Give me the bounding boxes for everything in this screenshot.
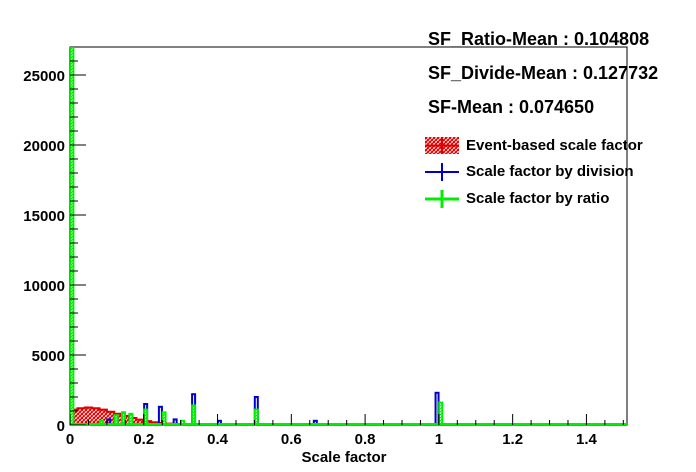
x-tick-label-1: 0.2	[133, 431, 154, 448]
y-tick-label-0: 0	[57, 418, 65, 435]
bar-event-based-5	[106, 411, 115, 425]
y-tick-label-3: 15000	[23, 208, 65, 225]
x-tick-label-3: 0.6	[281, 431, 302, 448]
x-tick-label-5: 1	[435, 431, 443, 448]
stat-ratio-mean: SF_Ratio-Mean : 0.104808	[428, 29, 650, 49]
x-tick-label-0: 0	[66, 431, 74, 448]
x-axis-label: Scale factor	[301, 449, 386, 466]
bar-event-based-2	[84, 407, 93, 425]
bar-event-based-4	[99, 409, 107, 425]
y-tick-label-1: 5000	[32, 348, 65, 365]
stat-sf-mean: SF-Mean : 0.074650	[428, 97, 595, 117]
bar-event-based-9	[136, 419, 144, 425]
bar-ratio-0	[70, 47, 75, 425]
x-tick-label-2: 0.4	[207, 431, 229, 448]
bar-ratio-9	[253, 408, 259, 425]
x-tick-label-6: 1.2	[502, 431, 523, 448]
plot-frame	[69, 46, 628, 426]
legend-label-event-based: Event-based scale factor	[466, 137, 643, 154]
bar-ratio-10	[438, 401, 444, 425]
bar-ratio-8	[191, 404, 197, 425]
x-tick-label-7: 1.4	[576, 431, 598, 448]
bar-event-based-3	[92, 408, 100, 425]
legend-label-division: Scale factor by division	[466, 163, 634, 180]
bar-ratio-5	[143, 408, 149, 425]
legend-label-ratio: Scale factor by ratio	[466, 190, 610, 207]
stat-divide-mean: SF_Divide-Mean : 0.127732	[428, 63, 659, 83]
bar-ratio-2	[113, 414, 119, 425]
x-tick-label-4: 0.8	[355, 431, 376, 448]
y-tick-label-2: 10000	[23, 278, 65, 295]
y-tick-label-5: 25000	[23, 68, 65, 85]
y-tick-label-4: 20000	[23, 138, 65, 155]
bar-event-based-1	[77, 408, 85, 425]
